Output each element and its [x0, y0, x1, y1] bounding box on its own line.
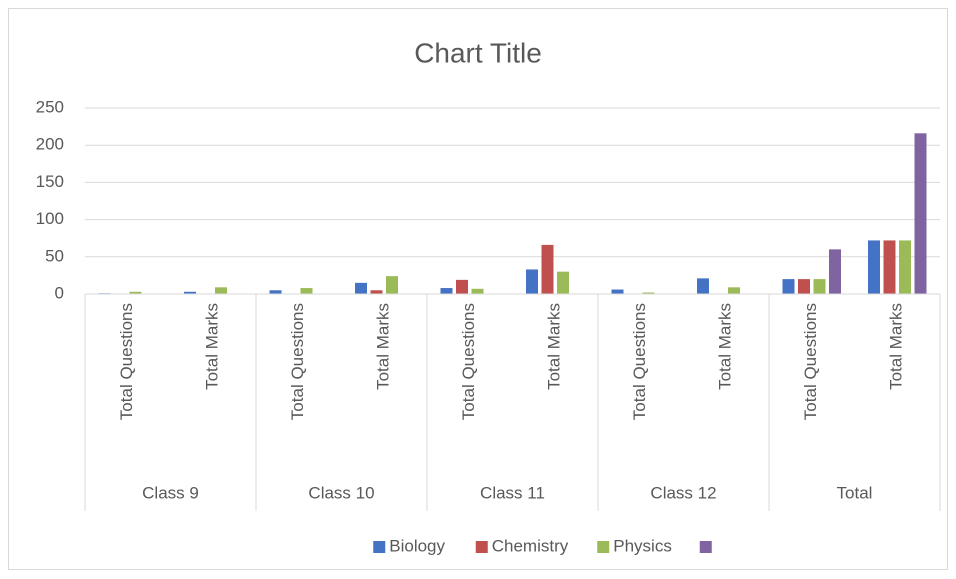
x-tick-label: Total Questions	[288, 303, 307, 420]
x-tick-label: Total Marks	[716, 303, 735, 390]
bar	[471, 288, 484, 294]
legend-label: Biology	[389, 536, 445, 555]
legend-swatch	[699, 541, 712, 553]
bar	[899, 240, 911, 294]
bar	[557, 271, 569, 294]
bar	[355, 282, 367, 294]
x-tick-label: Total Marks	[545, 303, 564, 390]
bar	[370, 290, 383, 294]
y-tick-label: 150	[36, 172, 64, 191]
bar	[184, 291, 196, 294]
group-label: Class 9	[142, 483, 199, 502]
x-tick-label: Total Marks	[887, 303, 906, 390]
legend-label: Chemistry	[492, 536, 569, 555]
x-tick-label: Total Questions	[459, 303, 478, 420]
bar	[813, 279, 826, 294]
group-label: Class 10	[308, 483, 374, 502]
chart-title: Chart Title	[414, 37, 542, 68]
group-label: Class 11	[480, 483, 545, 502]
legend-label: Physics	[613, 536, 672, 555]
bar	[541, 244, 554, 294]
y-tick-label: 100	[36, 209, 64, 228]
bar	[440, 288, 453, 294]
bar	[697, 278, 709, 294]
bar	[728, 287, 740, 294]
bar	[642, 292, 655, 294]
bar	[782, 279, 795, 294]
bar	[269, 290, 282, 294]
legend-swatch	[475, 541, 488, 553]
bar	[215, 287, 227, 294]
x-tick-label: Total Questions	[117, 303, 136, 420]
bar	[129, 291, 142, 294]
y-tick-label: 200	[36, 135, 64, 154]
bar	[526, 269, 538, 294]
bar	[456, 279, 468, 294]
x-tick-label: Total Questions	[630, 303, 649, 420]
legend-swatch	[597, 541, 610, 553]
y-tick-label: 0	[55, 283, 64, 302]
bar	[798, 279, 810, 294]
y-tick-label: 250	[36, 97, 64, 116]
x-tick-label: Total Marks	[203, 303, 222, 390]
x-tick-label: Total Marks	[374, 303, 393, 390]
bar	[829, 249, 841, 294]
group-label: Total	[837, 483, 873, 502]
bar	[914, 133, 927, 294]
legend-swatch	[373, 541, 386, 553]
group-label: Class 12	[650, 483, 716, 502]
bar	[868, 240, 880, 294]
y-tick-label: 50	[45, 246, 64, 265]
bar	[611, 289, 624, 294]
bar	[386, 276, 398, 294]
bar	[300, 288, 313, 294]
bar	[883, 240, 896, 294]
x-tick-label: Total Questions	[801, 303, 820, 420]
